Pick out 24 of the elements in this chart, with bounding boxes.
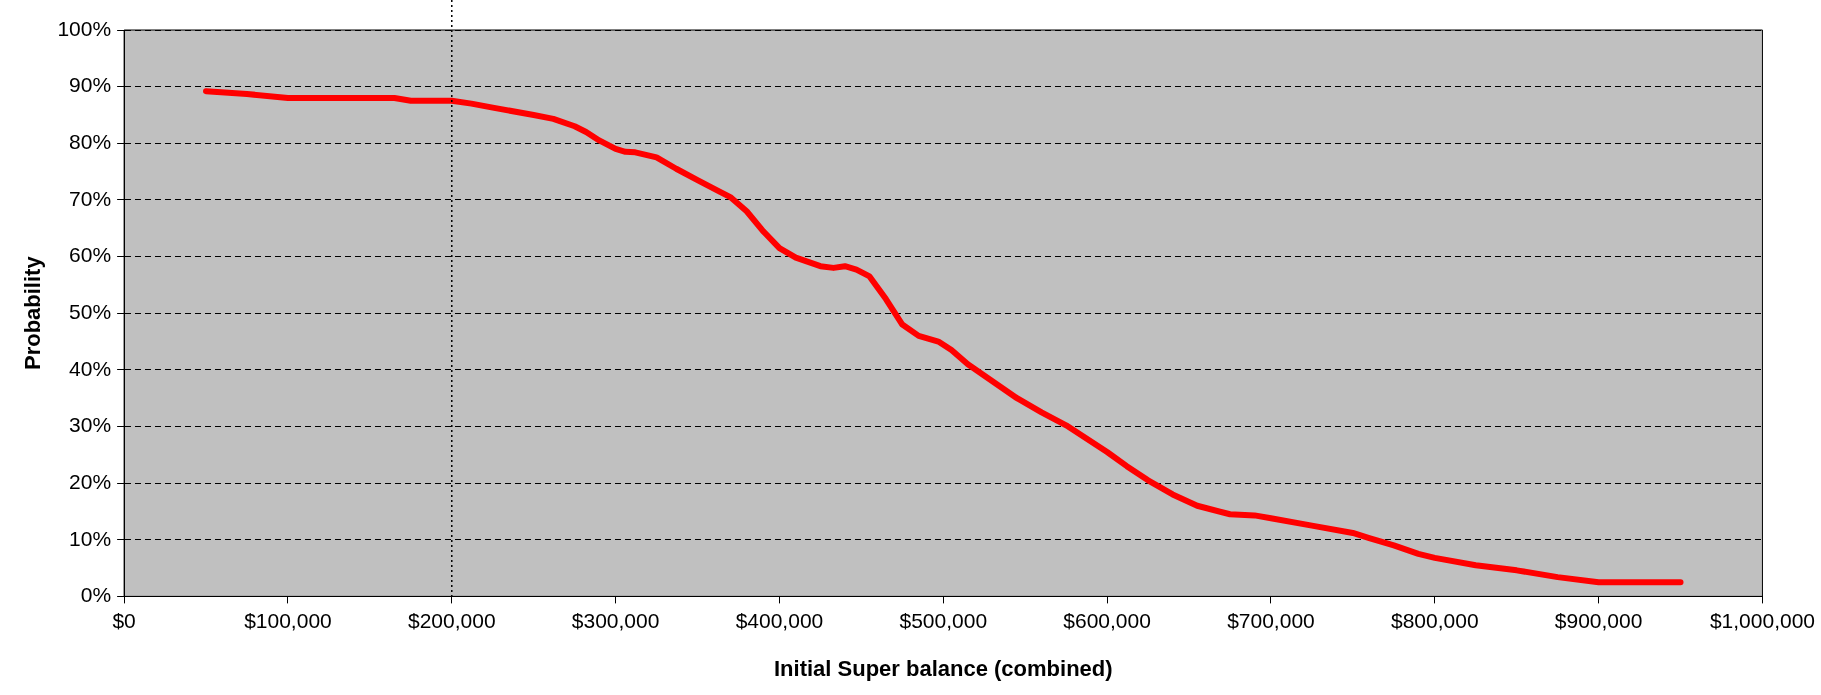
x-tick-label: $1,000,000 xyxy=(1709,608,1815,632)
y-tick-label: 10% xyxy=(69,526,112,550)
y-axis-title: Probability xyxy=(20,255,46,371)
x-tick-label: $500,000 xyxy=(899,608,988,632)
x-tick-label: $300,000 xyxy=(571,608,660,632)
y-tick-label: 30% xyxy=(69,413,112,437)
x-axis-title: Initial Super balance (combined) xyxy=(773,655,1113,681)
x-tick-label: $800,000 xyxy=(1390,608,1479,632)
x-tick-label: $900,000 xyxy=(1554,608,1643,632)
y-tick-label: 90% xyxy=(69,73,112,97)
y-tick-label: 70% xyxy=(69,186,112,210)
y-tick-label: 20% xyxy=(69,469,112,493)
y-tick-label: 100% xyxy=(57,16,112,40)
x-tick-label: $200,000 xyxy=(407,608,496,632)
x-tick-label: $0 xyxy=(112,608,136,632)
x-tick-label: $400,000 xyxy=(735,608,824,632)
x-tick-label: $600,000 xyxy=(1063,608,1151,632)
y-tick-label: 60% xyxy=(69,243,112,267)
y-tick-label: 0% xyxy=(80,583,112,607)
x-tick-label: $700,000 xyxy=(1227,608,1315,632)
y-tick-label: 80% xyxy=(69,130,112,154)
y-tick-label: 50% xyxy=(69,300,112,323)
x-tick-label: $100,000 xyxy=(244,608,332,632)
y-tick-label: 40% xyxy=(69,356,112,380)
